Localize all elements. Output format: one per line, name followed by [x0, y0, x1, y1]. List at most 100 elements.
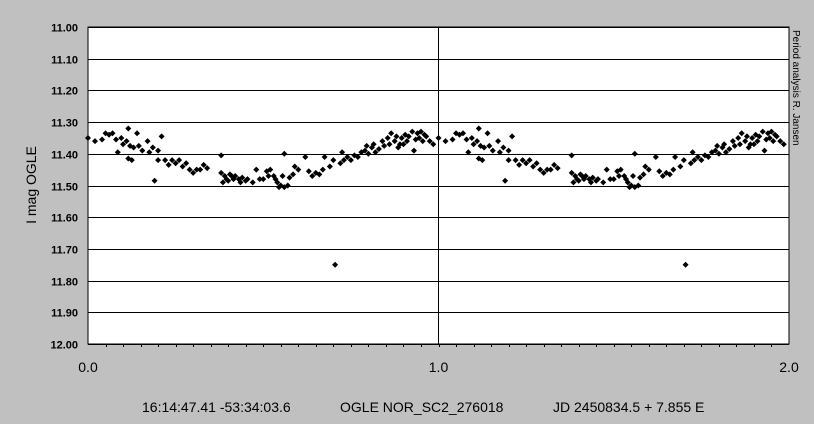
data-point	[149, 144, 156, 151]
data-point	[731, 142, 738, 149]
data-point	[770, 138, 777, 145]
data-point	[158, 133, 165, 140]
data-point	[179, 163, 186, 170]
data-point	[423, 133, 430, 140]
data-point	[729, 138, 736, 145]
x-tick-label: 2.0	[779, 359, 799, 375]
data-point	[274, 179, 281, 186]
data-point	[330, 157, 337, 164]
data-point	[761, 147, 768, 154]
data-point	[176, 157, 183, 164]
data-point	[502, 177, 509, 184]
data-point	[687, 160, 694, 167]
data-point	[587, 179, 594, 186]
footer-ephemeris: JD 2450834.5 + 7.855 E	[553, 399, 704, 415]
y-tick-label: 11.10	[51, 55, 78, 67]
data-point	[265, 172, 272, 179]
data-point	[470, 141, 477, 148]
data-point	[540, 169, 547, 176]
data-point	[151, 177, 158, 184]
data-point	[742, 138, 749, 145]
data-point	[582, 172, 589, 179]
data-point	[754, 138, 761, 145]
data-point	[780, 141, 787, 148]
data-point	[85, 134, 91, 141]
data-point	[759, 128, 766, 135]
data-point	[290, 171, 297, 178]
y-tick-label: 11.20	[51, 86, 78, 98]
data-point	[365, 150, 372, 157]
data-point	[656, 168, 663, 175]
data-point	[218, 169, 225, 176]
data-point	[756, 133, 763, 140]
data-point	[113, 136, 120, 143]
data-point	[496, 149, 503, 156]
data-point	[617, 166, 624, 173]
data-point	[500, 144, 507, 151]
data-point	[120, 141, 127, 148]
x-tick-labels: 0.0 1.0 2.0	[78, 359, 799, 375]
data-point	[260, 176, 267, 183]
data-point	[568, 169, 575, 176]
data-point	[652, 153, 659, 160]
data-point	[607, 176, 614, 183]
data-point	[332, 261, 339, 268]
data-point	[575, 177, 582, 184]
data-point	[232, 172, 239, 179]
data-point	[600, 179, 607, 186]
data-point	[339, 149, 346, 156]
data-point	[698, 157, 705, 164]
data-point	[218, 152, 225, 159]
data-point	[616, 172, 623, 179]
data-point	[547, 166, 554, 173]
y-tick-label: 11.30	[51, 118, 78, 130]
data-point	[533, 160, 540, 167]
data-point	[354, 153, 361, 160]
data-point	[526, 157, 533, 164]
data-point	[375, 146, 382, 153]
data-point	[505, 157, 512, 164]
data-point	[267, 166, 274, 173]
data-point	[677, 163, 684, 170]
y-tick-label: 11.50	[51, 182, 78, 194]
x-minor-ticks	[106, 344, 772, 347]
data-point	[92, 138, 99, 145]
data-point	[642, 163, 649, 170]
y-tick-label: 11.90	[51, 308, 78, 320]
data-point	[326, 163, 333, 170]
data-point	[219, 179, 226, 186]
data-point	[672, 153, 679, 160]
data-point	[344, 153, 351, 160]
y-tick-label: 11.70	[51, 245, 78, 257]
data-point	[712, 147, 719, 154]
data-point	[465, 149, 472, 156]
data-point	[743, 133, 750, 140]
data-point	[624, 179, 631, 186]
data-point	[682, 261, 689, 268]
data-point	[384, 134, 391, 141]
data-point	[123, 138, 130, 145]
data-point	[645, 166, 652, 173]
data-point	[128, 157, 135, 164]
data-point	[631, 150, 638, 157]
data-point	[256, 176, 263, 183]
data-point	[603, 166, 610, 173]
data-point	[391, 138, 398, 145]
data-point	[400, 141, 407, 148]
data-point	[551, 161, 558, 168]
data-point	[225, 177, 232, 184]
data-point	[736, 141, 743, 148]
data-point	[516, 161, 523, 168]
data-point	[409, 128, 416, 135]
data-point	[237, 179, 244, 186]
data-point	[204, 165, 211, 172]
data-point	[337, 160, 344, 167]
data-point	[715, 150, 722, 157]
data-point	[747, 141, 754, 148]
data-point	[777, 138, 784, 145]
data-point	[610, 176, 617, 183]
plot-border	[87, 26, 790, 345]
data-point	[190, 169, 197, 176]
data-point	[463, 136, 470, 143]
data-points	[85, 125, 787, 268]
